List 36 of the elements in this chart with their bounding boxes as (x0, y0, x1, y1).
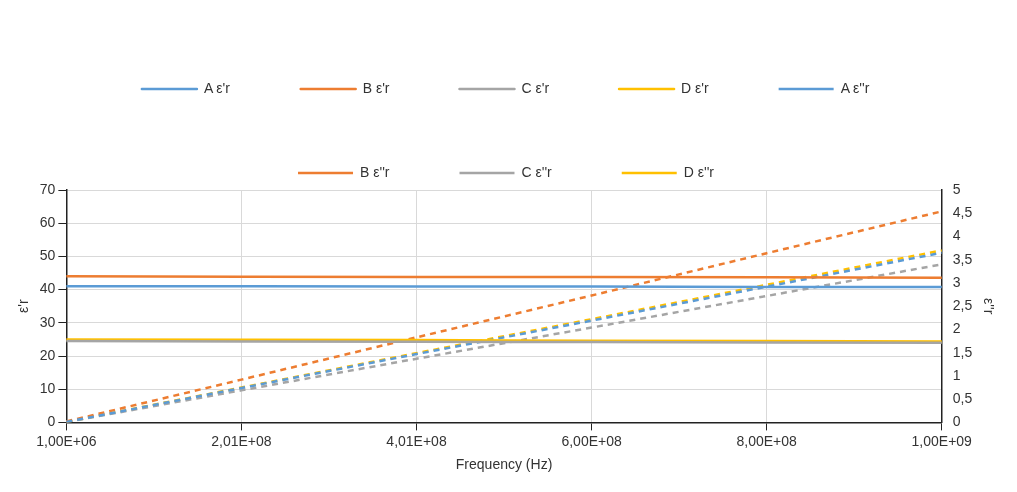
x-tick-label: 2,01E+08 (211, 432, 272, 449)
y-tick-label: 10 (39, 380, 56, 397)
y-axis-title: ε'r (15, 299, 32, 313)
legend-label: B ε'r (362, 79, 390, 96)
y2-tick-label: 3,5 (952, 250, 973, 267)
y2-tick-label: 2 (952, 320, 961, 337)
y2-tick-label: 1,5 (952, 343, 973, 360)
y-tick-label: 70 (39, 180, 56, 197)
legend-label: D ε''r (683, 163, 715, 180)
y-tick-label: 0 (47, 413, 56, 430)
y2-tick-label: 0 (952, 413, 961, 430)
y-tick-label: 40 (39, 280, 56, 297)
y-tick-label: 60 (39, 214, 56, 231)
legend-label: C ε''r (521, 163, 553, 180)
legend-label: A ε''r (840, 79, 870, 96)
legend-label: D ε'r (681, 79, 709, 96)
x-axis-title: Frequency (Hz) (455, 456, 553, 473)
y-tick-label: 30 (39, 313, 56, 330)
x-tick-label: 1,00E+09 (911, 432, 973, 449)
y2-tick-label: 3 (952, 273, 961, 290)
y2-tick-label: 0,5 (952, 390, 973, 407)
y2-tick-label: 1 (952, 366, 961, 383)
y2-axis-title: ε''r (980, 298, 997, 315)
legend-label: C ε'r (521, 79, 550, 96)
y2-tick-label: 5 (952, 180, 961, 197)
legend-label: B ε''r (360, 163, 390, 180)
legend-label: A ε'r (203, 79, 231, 96)
y-tick-label: 20 (39, 346, 56, 363)
y2-tick-label: 4,5 (952, 204, 973, 221)
y2-tick-label: 4 (952, 227, 961, 244)
y2-tick-label: 2,5 (952, 297, 973, 314)
y-tick-label: 50 (39, 247, 56, 264)
x-tick-label: 6,00E+08 (561, 432, 622, 449)
x-tick-label: 1,00E+06 (36, 432, 97, 449)
x-tick-label: 8,00E+08 (736, 432, 798, 449)
x-tick-label: 4,01E+08 (386, 432, 447, 449)
